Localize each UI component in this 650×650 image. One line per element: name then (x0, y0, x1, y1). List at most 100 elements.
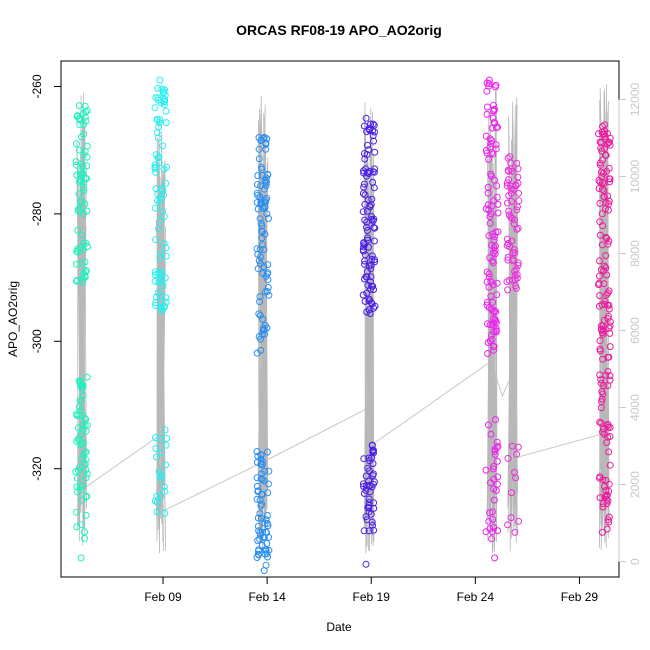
data-point (82, 511, 90, 519)
data-point (260, 246, 268, 254)
data-point (368, 252, 376, 260)
flight-series-rf12 (482, 76, 502, 562)
data-point (359, 208, 367, 216)
data-point (79, 278, 86, 286)
data-point (598, 528, 606, 536)
data-point (511, 528, 519, 536)
y2-tick-label: 6000 (628, 317, 642, 344)
data-point (596, 257, 603, 265)
data-point (602, 487, 610, 494)
data-point (261, 546, 269, 554)
data-point (156, 435, 164, 443)
data-point (515, 189, 523, 197)
data-point (509, 255, 517, 263)
data-point (494, 209, 502, 217)
data-point (513, 203, 521, 211)
data-point (253, 482, 261, 490)
data-point (73, 140, 80, 148)
data-point (491, 250, 499, 258)
data-point (160, 191, 167, 199)
data-point (596, 159, 604, 167)
data-point (491, 176, 498, 184)
data-point (601, 121, 609, 129)
data-point (505, 192, 513, 200)
data-point (482, 466, 490, 474)
data-point (257, 196, 265, 204)
data-point (365, 146, 373, 154)
data-point (163, 434, 171, 442)
data-point (158, 275, 165, 283)
data-point (367, 120, 375, 128)
data-point (83, 373, 91, 381)
data-point (366, 310, 374, 317)
data-point (83, 492, 91, 500)
data-point (489, 298, 497, 306)
data-point (262, 272, 270, 280)
data-point (509, 249, 517, 257)
data-point (600, 280, 608, 288)
right-altitude-axis: 0 2000 4000 6000 8000 10000 12000 (618, 82, 642, 565)
data-point (265, 546, 273, 554)
data-point (483, 149, 491, 157)
data-point (490, 343, 498, 350)
data-point (258, 330, 266, 338)
data-point (160, 302, 168, 310)
y-axis: -260 -280 -300 -320 (30, 74, 62, 481)
data-point (257, 475, 265, 482)
data-point (482, 132, 490, 140)
data-point (602, 234, 610, 241)
data-point (602, 199, 610, 207)
data-point (490, 463, 498, 470)
data-point (492, 328, 500, 336)
data-point (157, 293, 165, 300)
data-point (596, 272, 603, 280)
data-point (75, 467, 82, 475)
data-point (485, 270, 493, 278)
data-point (512, 284, 520, 292)
data-point (256, 496, 264, 504)
data-point (366, 202, 374, 210)
y2-tick-label: 4000 (628, 394, 642, 421)
data-point (258, 227, 266, 235)
data-point (490, 496, 498, 504)
data-point (514, 443, 522, 451)
data-point (256, 293, 264, 301)
data-point (80, 186, 88, 194)
data-point (75, 190, 83, 198)
flight-series-rf10 (253, 133, 273, 575)
data-point (256, 312, 264, 319)
data-point (605, 287, 613, 295)
data-point (600, 179, 608, 187)
data-point (75, 412, 83, 419)
data-point (364, 234, 371, 242)
data-point (605, 353, 613, 361)
data-point (156, 216, 164, 224)
data-point (360, 167, 367, 175)
data-point (492, 141, 500, 149)
data-point (153, 492, 161, 500)
data-point (370, 286, 377, 294)
data-point (602, 252, 610, 260)
data-point (154, 94, 162, 102)
x-tick-label: Feb 14 (248, 590, 286, 604)
data-point (81, 414, 89, 422)
data-point (76, 176, 84, 184)
data-point (80, 151, 88, 159)
data-point (258, 461, 266, 469)
data-point (157, 475, 165, 483)
data-point (82, 474, 90, 482)
data-point (482, 146, 490, 154)
data-point (253, 349, 261, 357)
data-point (604, 433, 612, 441)
data-point (265, 215, 272, 222)
data-point (79, 109, 87, 117)
data-point (515, 517, 523, 525)
data-point (491, 242, 499, 250)
data-point (255, 145, 263, 153)
data-point (368, 195, 376, 203)
data-point (360, 169, 368, 177)
data-point (493, 444, 501, 451)
data-point (363, 308, 371, 316)
data-point (371, 148, 379, 156)
data-point (253, 181, 261, 188)
